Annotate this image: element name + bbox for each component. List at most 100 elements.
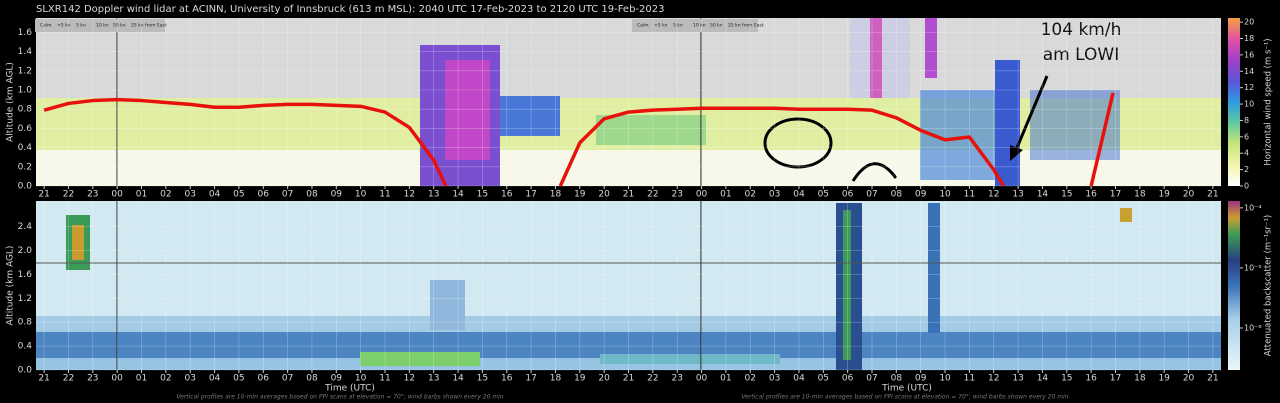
x-tick-label: 09 [915,374,927,384]
x-tick-label: 15 [477,190,488,200]
x-tick-label: 22 [647,190,658,200]
barb-legend [35,19,758,32]
x-tick-label: 14 [452,374,464,384]
x-tick-label: 17 [525,374,536,384]
wind-field [36,18,1221,186]
x-tick-label: 16 [501,190,513,200]
barb-legend-label: Calm [637,23,649,29]
x-tick-label: 22 [63,190,74,200]
x-tick-label: 03 [769,374,780,384]
x-tick-label: 18 [1134,374,1146,384]
x-tick-label: 14 [1037,190,1049,200]
x-tick-label: 11 [964,190,975,200]
x-tick-label: 05 [818,190,829,200]
x-tick-label: 09 [915,190,927,200]
x-tick-label: 05 [233,190,244,200]
barb-legend-label: 10 kn [693,23,706,29]
footnote: Vertical profiles are 10-min averages ba… [741,394,1068,401]
y-tick-label: 0.4 [18,143,33,153]
colorbar [1228,201,1240,370]
x-tick-label: 04 [209,190,221,200]
x-tick-label: 08 [891,190,903,200]
x-tick-label: 10 [939,374,951,384]
colorbar-tick-label: 4 [1244,149,1249,158]
x-tick-label: 00 [696,374,708,384]
x-tick-label: 11 [379,190,390,200]
x-tick-label: 20 [1183,374,1195,384]
x-tick-label: 10 [939,190,951,200]
colorbar-tick-label: 2 [1244,165,1249,174]
y-tick-label: 0.0 [18,366,33,376]
barb-legend-label: 10 kn [96,23,109,29]
x-tick-label: 21 [1207,190,1218,200]
x-tick-label: 03 [184,374,195,384]
x-tick-label: 23 [671,190,682,200]
y-tick-label: 0.8 [18,105,33,115]
x-tick-label: 01 [720,374,731,384]
boundary-line [43,92,1115,187]
x-tick-label: 13 [428,374,439,384]
y-tick-label: 0.8 [18,318,33,328]
colorbar-tick-label: 10⁻⁶ [1244,324,1262,333]
x-tick-label: 18 [550,374,562,384]
colorbar-label: Horizontal wind speed (m s⁻¹) [1264,38,1274,165]
x-tick-label: 23 [87,190,98,200]
x-tick-label: 16 [1085,190,1097,200]
annotation: am LOWI [1043,45,1119,65]
x-tick-label: 15 [1061,374,1072,384]
y-tick-label: 1.2 [18,66,32,76]
x-tick-label: 18 [550,190,562,200]
x-tick-label: 18 [1134,190,1146,200]
x-tick-label: 20 [598,374,610,384]
x-tick-label: 21 [623,374,634,384]
y-tick-label: 1.6 [18,28,33,38]
x-tick-label: 07 [866,374,877,384]
x-tick-label: 13 [1012,190,1023,200]
colorbar-tick-label: 10⁻⁵ [1244,263,1262,272]
y-tick-label: 1.2 [18,294,32,304]
y-tick-label: 0.2 [18,162,32,172]
annotation-shapes [763,75,1049,182]
x-tick-label: 22 [63,374,74,384]
x-tick-label: 19 [1158,374,1170,384]
x-tick-label: 12 [988,374,999,384]
x-tick-label: 06 [258,190,270,200]
colorbar-tick-label: 16 [1244,50,1254,59]
x-tick-label: 09 [331,190,343,200]
colorbar-tick-label: 8 [1244,116,1249,125]
x-tick-label: 01 [720,190,731,200]
x-tick-label: 13 [1012,374,1023,384]
x-tick-label: 19 [574,374,586,384]
x-tick-label: 08 [891,374,903,384]
x-tick-label: 04 [209,374,221,384]
x-tick-label: 17 [1110,374,1121,384]
colorbar [1228,18,1240,186]
x-tick-label: 17 [1110,190,1121,200]
colorbar-tick-label: 10 [1244,100,1254,109]
x-tick-label: 13 [428,190,439,200]
x-tick-label: 17 [525,190,536,200]
x-tick-label: 11 [379,374,390,384]
x-tick-label: 14 [1037,374,1049,384]
x-tick-label: 06 [258,374,270,384]
barb-legend-label: Calm [40,23,52,29]
barb-legend-label: <5 kn [654,23,668,29]
y-tick-label: 1.4 [18,47,33,57]
x-tick-label: 08 [306,374,318,384]
x-tick-label: 00 [696,190,708,200]
x-tick-label: 21 [38,374,49,384]
x-tick-label: 15 [477,374,488,384]
x-tick-label: 12 [404,374,415,384]
x-tick-label: 07 [866,190,877,200]
x-tick-label: 02 [745,190,756,200]
y-tick-label: 1.6 [18,270,33,280]
x-tick-label: 21 [38,190,49,200]
barb-legend-label: 25 kn from East [131,23,167,29]
x-tick-label: 10 [355,374,367,384]
x-tick-label: 02 [160,374,171,384]
x-tick-label: 06 [842,190,854,200]
x-tick-label: 23 [87,374,98,384]
barb-legend-label: 50 kn [113,23,126,29]
x-tick-label: 05 [233,374,244,384]
